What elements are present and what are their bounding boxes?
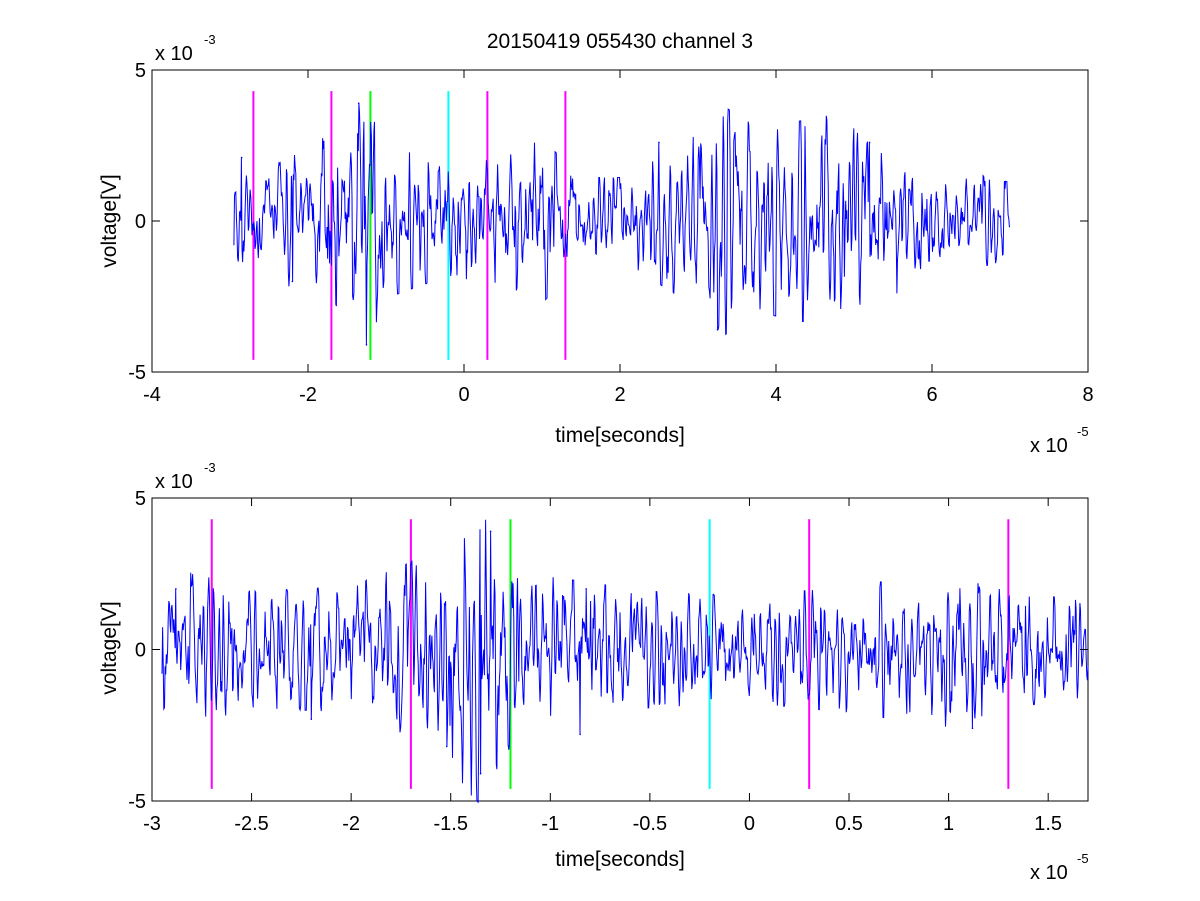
x-tick-label: -0.5 [633, 813, 667, 835]
signal-peak-point [489, 530, 492, 533]
marker-lines [252, 91, 567, 360]
signal-peak-point [310, 718, 313, 720]
x-tick-label: 0.5 [835, 813, 863, 835]
x-exponent-base: x 10 [1030, 435, 1068, 457]
x-tick-label: -1 [541, 813, 559, 835]
x-tick-label: 0 [744, 813, 755, 835]
y-tick-label: 0 [135, 640, 146, 662]
y-ticks: -5 0 5 [128, 60, 1088, 384]
x-tick-label: -4 [143, 384, 161, 406]
top-axes: 20150419 055430 channel 3 -4 -2 0 2 4 6 8 -5 0 5… [98, 30, 1094, 457]
signal-peak-point [868, 141, 871, 144]
x-tick-label: 0 [458, 384, 469, 406]
x-tick-label: 4 [770, 384, 781, 406]
x-tick-label: 6 [926, 384, 937, 406]
bottom-axes: -3 -2.5 -2 -1.5 -1 -0.5 0 0.5 1 1.5 -5 0 5 time[sec… [98, 460, 1089, 884]
signal-peak-point [240, 156, 243, 159]
signal-trace [233, 103, 1011, 345]
x-axis-label: time[seconds] [555, 848, 685, 871]
x-tick-label: -3 [143, 813, 161, 835]
y-exponent-power: -3 [204, 460, 216, 475]
y-tick-label: -5 [128, 362, 146, 384]
y-exponent-base: x 10 [155, 43, 193, 65]
signal-peak-point [357, 102, 360, 105]
y-tick-label: -5 [128, 791, 146, 813]
y-exponent-power: -3 [204, 32, 216, 47]
y-ticks: -5 0 5 [128, 488, 1088, 813]
y-axis-label: voltage[V] [98, 601, 121, 694]
x-tick-label: -2 [342, 813, 360, 835]
x-exponent-power: -5 [1077, 424, 1089, 439]
y-axis-label: voltage[V] [98, 174, 121, 267]
signal-peak-point [365, 344, 368, 346]
x-tick-label: -2 [299, 384, 317, 406]
signal-peak-point [658, 141, 660, 144]
y-tick-label: 5 [135, 60, 146, 82]
signal-peak-point [479, 772, 482, 775]
y-tick-label: 0 [135, 211, 146, 233]
x-tick-label: 1.5 [1034, 813, 1062, 835]
signal-peak-point [175, 588, 177, 590]
x-exponent-power: -5 [1077, 851, 1089, 866]
x-axis-label: time[seconds] [555, 424, 685, 447]
chart-title: 20150419 055430 channel 3 [487, 30, 753, 53]
x-exponent-base: x 10 [1030, 862, 1068, 884]
signal-peak-point [579, 733, 581, 736]
y-exponent-base: x 10 [155, 471, 193, 493]
y-tick-label: 5 [135, 488, 146, 510]
x-tick-label: 2 [614, 384, 625, 406]
peak-marks [175, 530, 974, 775]
x-ticks: -4 -2 0 2 4 6 8 [143, 70, 1094, 406]
signal-peak-point [971, 727, 974, 730]
signal-trace [161, 519, 1089, 804]
x-ticks: -3 -2.5 -2 -1.5 -1 -0.5 0 0.5 1 1.5 [143, 498, 1062, 835]
signal-peak-point [291, 280, 294, 283]
signal-peak-point [716, 328, 719, 331]
signal-peak-point [585, 588, 587, 590]
plot-frame [151, 497, 1089, 802]
x-tick-label: -1.5 [433, 813, 467, 835]
x-tick-label: 8 [1082, 384, 1093, 406]
x-tick-label: -2.5 [234, 813, 268, 835]
x-tick-label: 1 [943, 813, 954, 835]
signal-peak-point [404, 594, 406, 596]
peak-marks [240, 102, 871, 346]
signal-peak-point [445, 745, 448, 748]
